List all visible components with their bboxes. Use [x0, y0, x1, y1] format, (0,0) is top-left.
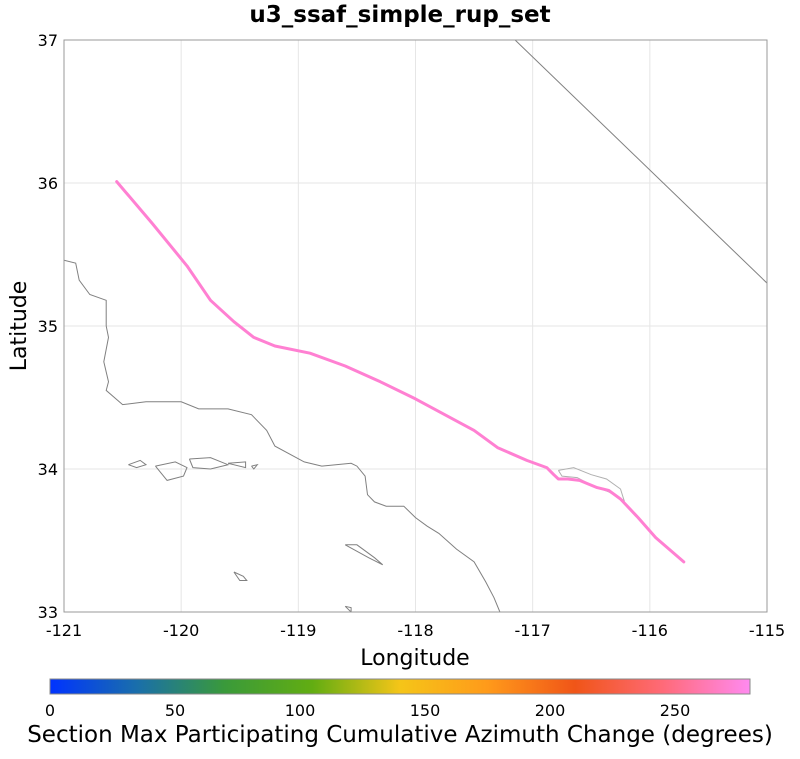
fault-trace — [115, 180, 686, 564]
x-axis-label: Longitude — [360, 646, 469, 671]
x-tick-label: -118 — [397, 621, 433, 640]
x-tick-label: -115 — [749, 621, 785, 640]
colorbar-tick-label: 50 — [165, 701, 185, 720]
map-features — [64, 40, 767, 612]
island-outline — [233, 571, 248, 581]
x-tick-label: -120 — [163, 621, 199, 640]
y-tick-label: 34 — [38, 460, 58, 479]
island-outline — [344, 605, 352, 612]
island-outline — [227, 461, 247, 469]
coastline — [64, 259, 501, 612]
gridlines — [63, 39, 768, 613]
fault-section-outline — [557, 467, 625, 502]
island-outline — [251, 463, 259, 470]
colorbar-label: Section Max Participating Cumulative Azi… — [27, 722, 773, 748]
island-outline — [344, 544, 384, 566]
y-tick-label: 33 — [38, 603, 58, 622]
x-tick-label: -117 — [515, 621, 551, 640]
colorbar-tick-label: 0 — [45, 701, 55, 720]
boundary-line — [514, 40, 767, 284]
island-outline — [128, 459, 148, 469]
island-outline — [188, 457, 230, 470]
colorbar-tick-label: 250 — [660, 701, 691, 720]
colorbar-tick-label: 100 — [285, 701, 316, 720]
colorbar-tick-label: 200 — [535, 701, 566, 720]
y-tick-label: 35 — [38, 317, 58, 336]
plot-border — [63, 39, 768, 613]
y-axis-label: Latitude — [7, 281, 32, 372]
x-tick-label: -121 — [46, 621, 82, 640]
x-tick-label: -116 — [632, 621, 668, 640]
axis-ticks: -121 -120 -119 -118 -117 -116 -115 33 34 35 36 37 — [38, 31, 786, 640]
y-tick-label: 36 — [38, 174, 58, 193]
y-tick-label: 37 — [38, 31, 58, 50]
colorbar — [49, 678, 751, 695]
colorbar-tick-label: 150 — [410, 701, 441, 720]
chart-title: u3_ssaf_simple_rup_set — [249, 2, 551, 28]
island-outline — [155, 461, 188, 481]
x-tick-label: -119 — [280, 621, 316, 640]
colorbar-ticks: 0 50 100 150 200 250 — [45, 701, 690, 720]
